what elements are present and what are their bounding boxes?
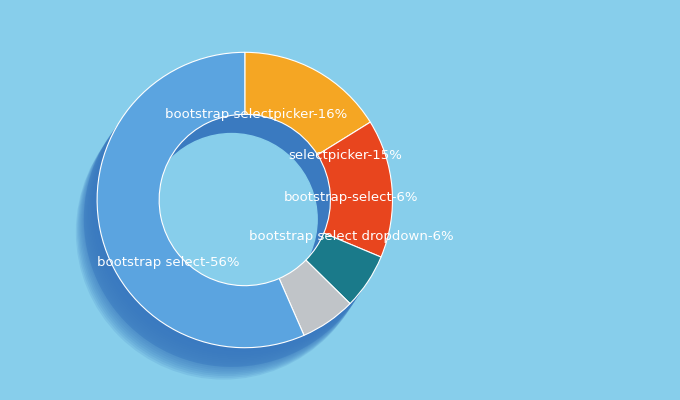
Wedge shape (245, 52, 371, 155)
Ellipse shape (92, 59, 388, 355)
Ellipse shape (84, 72, 379, 367)
Text: selectpicker-15%: selectpicker-15% (288, 149, 402, 162)
Ellipse shape (80, 79, 375, 374)
Wedge shape (96, 114, 171, 185)
Text: bootstrap select dropdown-6%: bootstrap select dropdown-6% (249, 230, 454, 244)
Text: bootstrap selectpicker-16%: bootstrap selectpicker-16% (165, 108, 347, 121)
Wedge shape (128, 83, 199, 158)
Wedge shape (97, 52, 304, 348)
Circle shape (146, 134, 317, 305)
Wedge shape (277, 94, 379, 219)
Ellipse shape (78, 81, 373, 376)
Ellipse shape (77, 82, 373, 378)
Ellipse shape (88, 66, 383, 362)
Wedge shape (175, 72, 309, 146)
Ellipse shape (82, 75, 377, 371)
Ellipse shape (91, 61, 387, 356)
Wedge shape (306, 233, 381, 304)
Ellipse shape (76, 84, 371, 380)
Ellipse shape (85, 70, 381, 366)
Text: bootstrap-select-6%: bootstrap-select-6% (284, 190, 418, 204)
Ellipse shape (80, 77, 376, 372)
Text: bootstrap select-56%: bootstrap select-56% (97, 256, 239, 268)
Ellipse shape (89, 65, 384, 360)
Ellipse shape (94, 58, 389, 353)
Ellipse shape (95, 56, 390, 351)
Ellipse shape (96, 54, 391, 350)
Ellipse shape (86, 68, 382, 364)
Ellipse shape (90, 63, 386, 358)
Wedge shape (279, 260, 350, 335)
Wedge shape (84, 160, 379, 367)
Ellipse shape (83, 74, 378, 369)
Wedge shape (318, 122, 392, 257)
